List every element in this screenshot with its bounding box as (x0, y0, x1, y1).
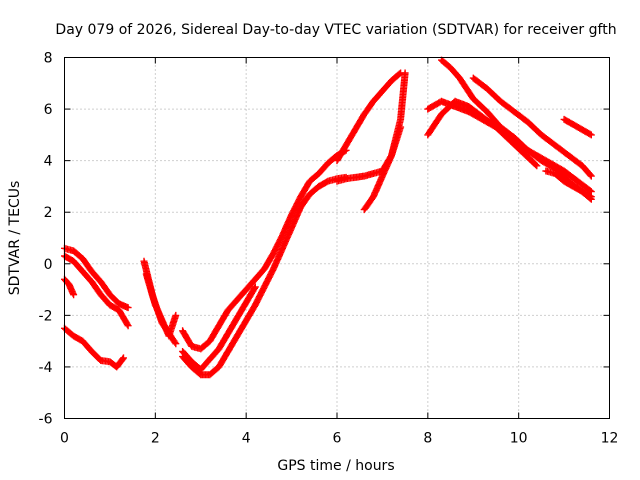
series-arc-2 (61, 244, 132, 312)
series-arc-4 (61, 275, 78, 299)
data-point (251, 283, 259, 291)
x-tick-label: 10 (510, 431, 528, 447)
series-arc-9 (179, 283, 259, 373)
data-point (586, 171, 594, 179)
data-point (586, 130, 594, 138)
y-tick-label: 0 (44, 257, 53, 273)
y-tick-label: -6 (39, 412, 53, 428)
data-point (124, 304, 132, 312)
y-axis-label: SDTVAR / TECUs (7, 181, 23, 296)
x-tick-label: 0 (60, 431, 69, 447)
data-point (533, 162, 541, 170)
data-point (124, 322, 132, 330)
chart-title: Day 079 of 2026, Sidereal Day-to-day VTE… (55, 22, 616, 38)
data-point (123, 320, 131, 328)
x-axis-label: GPS time / hours (277, 458, 394, 474)
data-point (587, 131, 595, 139)
y-tick-label: -4 (39, 360, 53, 376)
x-tick-label: 4 (242, 431, 251, 447)
y-tick-label: 6 (44, 102, 53, 118)
data-point (532, 161, 540, 169)
data-point (587, 193, 595, 201)
series-arc-6 (142, 270, 180, 340)
x-tick-label: 2 (151, 431, 160, 447)
data-point (70, 291, 78, 299)
y-tick-labels: -6 -4 -2 0 2 4 6 8 (39, 51, 53, 428)
series-arc-11 (333, 69, 405, 165)
series-arc-15 (469, 74, 595, 180)
series-arc-12 (360, 123, 405, 214)
y-tick-label: 8 (44, 51, 53, 67)
series-arc-18 (542, 167, 595, 201)
y-tick-label: 2 (44, 205, 53, 221)
data-point (251, 284, 258, 292)
series-arc-16 (424, 97, 541, 170)
data-marks (61, 56, 595, 379)
x-tick-label: 12 (601, 431, 619, 447)
x-tick-labels: 0 2 4 6 8 10 12 (60, 431, 618, 447)
series-arc-17 (560, 115, 595, 139)
plot-frame (64, 57, 610, 419)
data-point (172, 311, 180, 319)
data-point (119, 355, 127, 363)
x-tick-label: 8 (423, 431, 432, 447)
data-point (120, 354, 127, 362)
data-point (172, 340, 180, 348)
data-point (397, 69, 405, 77)
data-point (587, 172, 595, 180)
series-arc-1 (61, 324, 127, 371)
data-point (171, 338, 179, 346)
y-tick-label: 4 (44, 154, 53, 170)
data-point (395, 70, 403, 78)
y-tick-label: -2 (39, 308, 53, 324)
x-tick-label: 6 (333, 431, 342, 447)
data-point (397, 123, 405, 131)
